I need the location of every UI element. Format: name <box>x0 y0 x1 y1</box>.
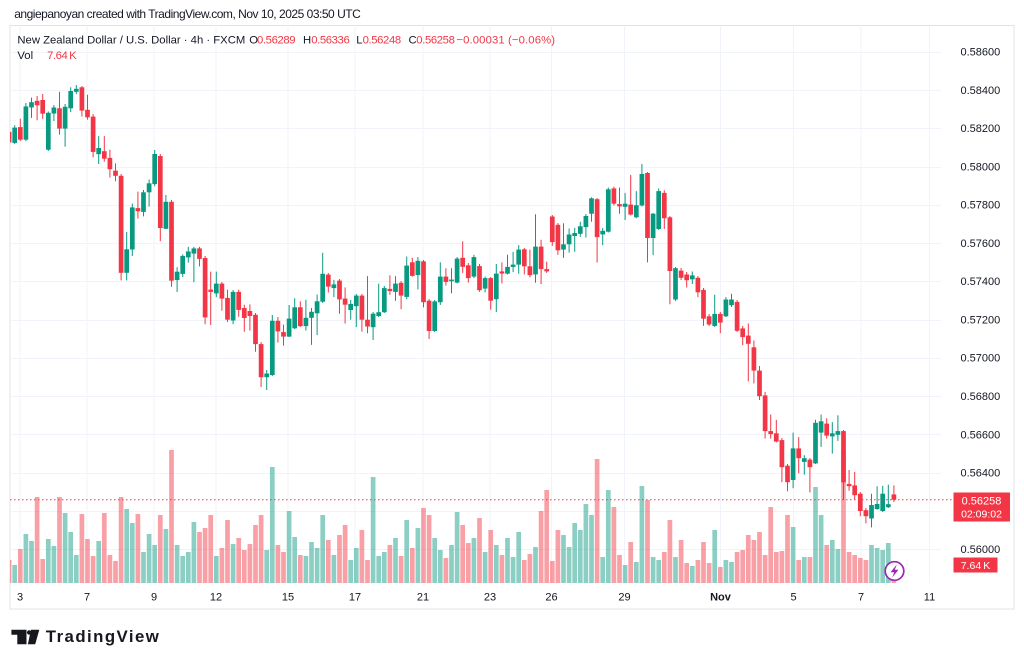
svg-text:L: L <box>356 35 362 47</box>
svg-text:12: 12 <box>210 592 222 604</box>
svg-text:0.56248: 0.56248 <box>363 35 401 47</box>
svg-text:0.56800: 0.56800 <box>961 391 1001 403</box>
svg-text:0.57800: 0.57800 <box>961 200 1001 212</box>
svg-text:0.56400: 0.56400 <box>961 468 1001 480</box>
svg-text:0.56600: 0.56600 <box>961 429 1001 441</box>
svg-text:−0.00031 (−0.06%): −0.00031 (−0.06%) <box>456 35 555 47</box>
svg-text:26: 26 <box>545 592 557 604</box>
svg-text:11: 11 <box>924 592 935 604</box>
svg-text:Vol: Vol <box>17 50 33 62</box>
svg-text:0.57600: 0.57600 <box>961 238 1001 250</box>
svg-text:0.56289: 0.56289 <box>257 35 295 47</box>
svg-text:0.57000: 0.57000 <box>961 353 1001 365</box>
svg-text:Nov: Nov <box>710 592 732 604</box>
svg-text:02:09:02: 02:09:02 <box>961 508 1002 520</box>
svg-text:0.56258: 0.56258 <box>962 495 1002 507</box>
svg-text:5: 5 <box>790 592 796 604</box>
svg-text:New Zealand Dollar / U.S. Doll: New Zealand Dollar / U.S. Dollar · 4h · … <box>17 35 245 47</box>
svg-text:0.58000: 0.58000 <box>961 161 1001 173</box>
svg-text:7: 7 <box>858 592 864 604</box>
svg-text:3: 3 <box>17 592 23 604</box>
svg-text:0.57400: 0.57400 <box>961 276 1001 288</box>
svg-text:0.58600: 0.58600 <box>961 47 1001 59</box>
svg-text:angiepanoyan created with Trad: angiepanoyan created with TradingView.co… <box>14 7 361 21</box>
svg-text:7: 7 <box>84 592 90 604</box>
svg-text:0.58200: 0.58200 <box>961 123 1001 135</box>
svg-text:0.57200: 0.57200 <box>961 315 1001 327</box>
svg-text:0.56258: 0.56258 <box>416 35 454 47</box>
svg-text:TradingView: TradingView <box>46 627 161 646</box>
svg-text:0.58400: 0.58400 <box>961 85 1001 97</box>
svg-text:15: 15 <box>282 592 294 604</box>
svg-text:O: O <box>249 35 258 47</box>
svg-text:H: H <box>303 35 311 47</box>
svg-text:7.64 K: 7.64 K <box>47 50 77 62</box>
svg-text:23: 23 <box>484 592 496 604</box>
svg-text:17: 17 <box>349 592 361 604</box>
svg-text:7.64 K: 7.64 K <box>961 560 991 572</box>
svg-text:0.56336: 0.56336 <box>311 35 349 47</box>
svg-text:9: 9 <box>151 592 157 604</box>
svg-text:29: 29 <box>618 592 630 604</box>
svg-text:21: 21 <box>417 592 429 604</box>
svg-text:0.56000: 0.56000 <box>961 544 1001 556</box>
svg-text:C: C <box>409 35 417 47</box>
